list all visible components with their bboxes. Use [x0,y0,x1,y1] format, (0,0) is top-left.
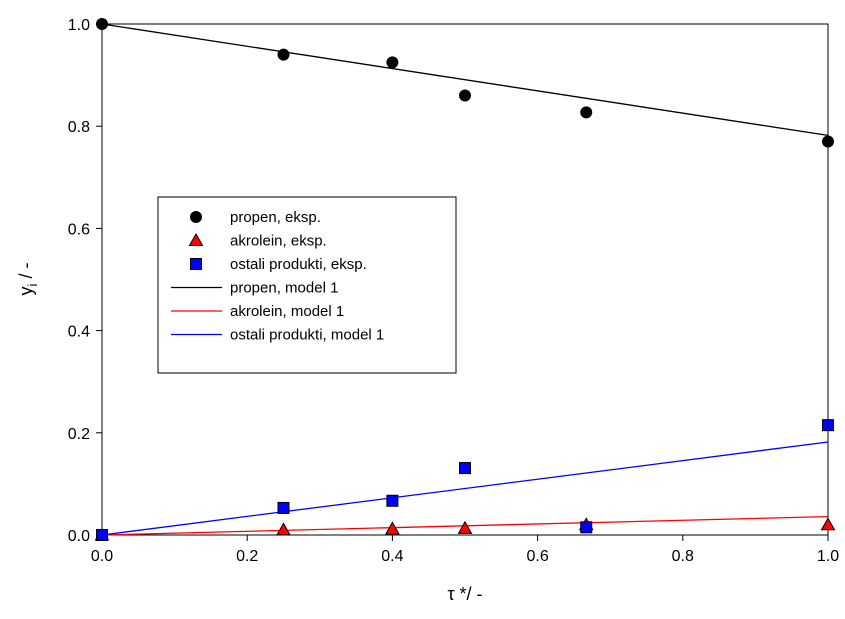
legend-box [157,196,457,374]
legend-swatch-circle [190,211,202,223]
y-tick-label: 0.0 [68,528,90,545]
y-axis-title-suffix: / - [16,263,36,284]
plot-frame [101,23,829,536]
y-tick-label: 0.8 [68,119,90,136]
data-point-triangle [385,521,400,535]
legend-label: propen, model 1 [230,280,338,297]
series-line [101,441,829,536]
data-point-square [386,494,399,507]
x-tick-label: 0.4 [381,548,403,565]
data-point-circle [580,106,593,119]
data-point-triangle [820,517,836,531]
y-axis-title-main: y [16,286,36,295]
data-point-circle [96,18,108,30]
legend-swatch-triangle [188,232,204,246]
legend-label: propen, eksp. [230,209,321,226]
x-tick-label: 0.8 [672,548,694,565]
data-point-triangle [276,522,291,536]
data-point-circle [822,135,834,148]
y-axis-title-subscript: i [25,283,40,286]
legend-label: ostali produkti, model 1 [230,327,384,344]
x-tick-label: 0.2 [236,548,258,565]
data-point-circle [277,48,290,61]
y-axis-title: yi / - [16,263,40,296]
data-point-triangle [457,520,473,534]
data-point-circle [386,56,399,69]
data-point-square [277,501,290,514]
data-point-circle [459,89,471,102]
y-axis-ticks: 0.0 0.2 0.4 0.6 0.8 1.0 [68,17,102,545]
experimental-points [94,18,836,541]
x-tick-label: 1.0 [817,548,839,565]
legend-label: ostali produkti, eksp. [230,256,367,273]
legend-swatch-square [190,258,202,270]
legend: propen, eksp. akrolein, eksp. ostali produ… [157,196,457,374]
legend-label: akrolein, model 1 [230,303,344,320]
x-tick-label: 0.0 [91,548,113,565]
y-tick-label: 0.6 [68,221,90,238]
y-tick-label: 0.4 [68,324,90,341]
y-tick-label: 0.2 [68,426,90,443]
data-point-square [459,462,471,475]
y-tick-label: 1.0 [68,17,90,34]
series-line [101,23,829,137]
data-point-square [580,521,593,534]
data-point-square [822,419,834,432]
legend-label: akrolein, eksp. [230,233,327,250]
x-axis-ticks: 0.0 0.2 0.4 0.6 0.8 1.0 [91,535,839,565]
x-axis-title: τ */ - [447,584,482,604]
data-point-square [96,529,108,541]
x-tick-label: 0.6 [526,548,548,565]
